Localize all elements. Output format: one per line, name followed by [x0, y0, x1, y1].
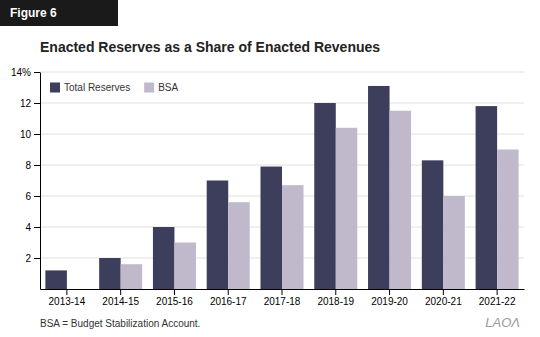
bar [476, 106, 498, 289]
y-tick-mark [34, 72, 40, 73]
bar [174, 243, 196, 290]
chart: Figure 6 Enacted Reserves as a Share of E… [0, 0, 540, 337]
x-tick-mark [174, 289, 175, 295]
legend-swatch [50, 83, 60, 93]
bar [207, 181, 229, 290]
bar [443, 196, 465, 289]
bars [45, 86, 518, 289]
y-tick: 10 [20, 129, 40, 140]
plot: 2468101214%2013-142014-152015-162016-172… [11, 67, 525, 307]
y-tick-mark [34, 103, 40, 104]
x-tick: 2014-15 [102, 289, 139, 307]
legend-label: Total Reserves [64, 82, 130, 93]
x-tick-label: 2018-19 [317, 296, 354, 307]
series [45, 86, 497, 289]
x-tick-mark [120, 289, 121, 295]
grid-line [40, 134, 524, 135]
bar [67, 289, 89, 290]
bar [314, 103, 336, 289]
x-tick: 2018-19 [317, 289, 354, 307]
bar [153, 227, 175, 289]
y-tick: 4 [25, 222, 40, 233]
y-tick: 12 [20, 98, 40, 109]
x-tick: 2016-17 [210, 289, 247, 307]
x-tick-mark [335, 289, 336, 295]
bar [260, 167, 282, 289]
x-tick-label: 2020-21 [425, 296, 462, 307]
grid-line [40, 72, 524, 73]
x-tick-mark [282, 289, 283, 295]
x-axis: 2013-14 2014-15 2015-16 2016-17 2017-18 2018-… [41, 289, 525, 307]
logo: LAOΛ [485, 315, 520, 330]
x-tick-mark [497, 289, 498, 295]
y-axis-line [40, 73, 41, 290]
y-tick-mark [34, 165, 40, 166]
x-tick: 2013-14 [49, 289, 86, 307]
x-tick: 2017-18 [264, 289, 301, 307]
y-tick: 2 [25, 253, 40, 264]
y-tick: 14% [11, 67, 40, 78]
bar [282, 185, 304, 289]
x-tick-label: 2013-14 [49, 296, 86, 307]
bar [228, 202, 250, 289]
legend: Total Reserves BSA [50, 82, 178, 93]
legend-item: BSA [144, 82, 178, 93]
x-tick-label: 2016-17 [210, 296, 247, 307]
bar [422, 160, 444, 289]
y-tick-label: 4 [25, 222, 31, 233]
legend-item: Total Reserves [50, 82, 130, 93]
bar [121, 264, 143, 289]
x-tick-mark [443, 289, 444, 295]
y-tick-label: 12 [20, 98, 32, 109]
bar [368, 86, 390, 289]
y-tick-label: 6 [25, 191, 31, 202]
y-tick-label: 2 [25, 253, 31, 264]
x-tick: 2019-20 [371, 289, 408, 307]
title: Enacted Reserves as a Share of Enacted R… [40, 39, 380, 55]
x-tick: 2015-16 [156, 289, 193, 307]
x-tick-mark [389, 289, 390, 295]
grid-line [40, 165, 524, 166]
y-tick-mark [34, 227, 40, 228]
legend-label: BSA [158, 82, 178, 93]
figure-label: Figure 6 [10, 6, 57, 20]
y-tick-label: 10 [20, 129, 32, 140]
y-tick: 8 [25, 160, 40, 171]
figure-label-box [0, 0, 118, 26]
x-tick: 2021-22 [479, 289, 516, 307]
x-tick-label: 2019-20 [371, 296, 408, 307]
grid-line [40, 103, 524, 104]
y-axis: 2 4 6 8 10 12 14% [11, 67, 41, 290]
bar [390, 111, 412, 289]
y-tick-label: 14% [11, 67, 31, 78]
x-tick: 2020-21 [425, 289, 462, 307]
bar [99, 258, 121, 289]
x-tick-label: 2014-15 [102, 296, 139, 307]
y-tick-label: 8 [25, 160, 31, 171]
bar [45, 270, 67, 289]
bar [336, 128, 358, 289]
footnote: BSA = Budget Stabilization Account. [40, 318, 200, 329]
y-tick-mark [34, 134, 40, 135]
x-tick-label: 2015-16 [156, 296, 193, 307]
y-tick-mark [34, 196, 40, 197]
x-tick-label: 2017-18 [264, 296, 301, 307]
series [121, 111, 519, 289]
y-tick-mark [34, 258, 40, 259]
y-tick: 6 [25, 191, 40, 202]
x-tick-label: 2021-22 [479, 296, 516, 307]
x-tick-mark [228, 289, 229, 295]
x-tick-mark [66, 289, 67, 295]
legend-swatch [144, 83, 154, 93]
bar [497, 150, 519, 290]
